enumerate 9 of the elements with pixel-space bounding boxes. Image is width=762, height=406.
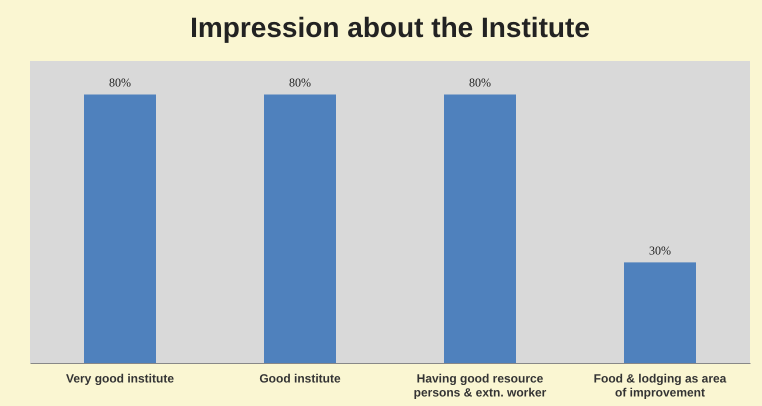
- data-label: 80%: [289, 76, 311, 90]
- x-tick-label: Good institute: [259, 372, 341, 386]
- chart-title: Impression about the Institute: [190, 12, 590, 43]
- data-label: 30%: [649, 243, 671, 258]
- data-label: 80%: [109, 76, 131, 90]
- x-tick-label: Very good institute: [66, 372, 174, 386]
- x-tick-label: Having good resource persons & extn. worker: [414, 372, 547, 400]
- x-tick-label: Food & lodging as area of improvement: [594, 372, 727, 400]
- data-label: 80%: [469, 76, 491, 90]
